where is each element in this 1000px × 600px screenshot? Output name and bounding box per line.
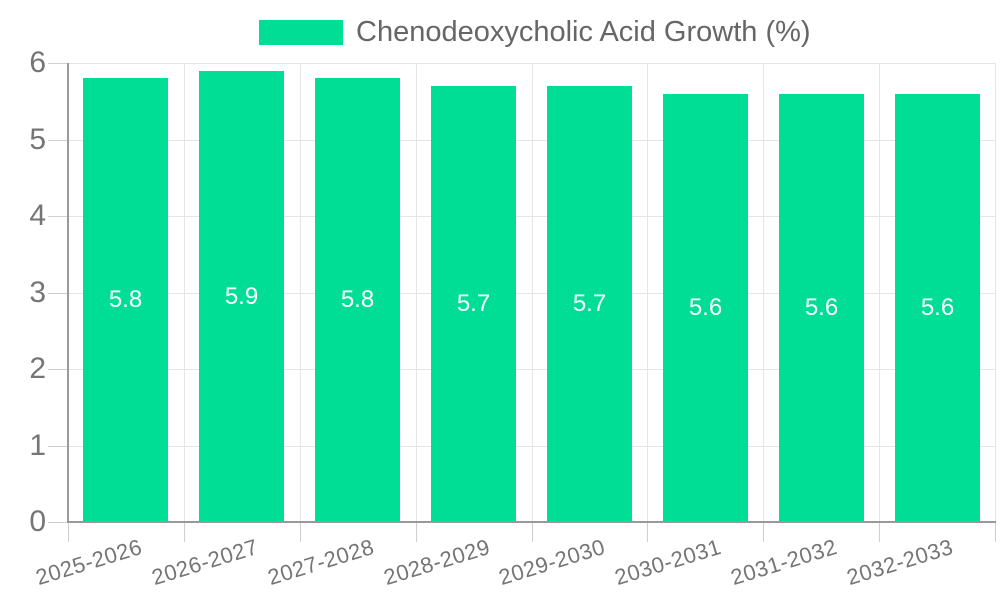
bar-value-label: 5.9 bbox=[224, 282, 259, 310]
bar-value-label: 5.8 bbox=[108, 286, 143, 313]
x-axis-label: 2031-2032 bbox=[728, 534, 841, 590]
gridline-vertical bbox=[995, 63, 996, 522]
y-axis-label: 2 bbox=[29, 352, 46, 385]
x-axis-tick bbox=[879, 522, 880, 542]
x-axis-label: 2028-2029 bbox=[381, 534, 494, 590]
gridline-horizontal bbox=[68, 446, 995, 447]
gridline-horizontal bbox=[68, 63, 995, 64]
x-axis-label: 2027-2028 bbox=[265, 534, 378, 590]
gridline-horizontal bbox=[68, 369, 995, 370]
bar[interactable]: 5.7 bbox=[431, 86, 516, 522]
y-axis-label: 0 bbox=[29, 505, 46, 538]
legend-item[interactable]: Chenodeoxycholic Acid Growth (%) bbox=[259, 16, 811, 49]
x-axis-tick bbox=[416, 522, 417, 542]
x-axis-label: 2030-2031 bbox=[612, 534, 725, 590]
gridline-vertical bbox=[879, 63, 880, 522]
gridline-vertical bbox=[647, 63, 648, 522]
gridline-horizontal bbox=[68, 140, 995, 141]
bar-value-label: 5.7 bbox=[572, 290, 607, 317]
bar-value-label: 5.6 bbox=[920, 294, 955, 321]
bar-value-label: 5.6 bbox=[688, 294, 723, 321]
bar-value-label: 5.6 bbox=[804, 294, 839, 321]
x-axis-tick bbox=[763, 522, 764, 542]
x-axis-tick bbox=[995, 522, 996, 542]
gridline-vertical bbox=[300, 63, 301, 522]
x-axis-label: 2026-2027 bbox=[149, 534, 262, 590]
x-axis-tick bbox=[532, 522, 533, 542]
bar[interactable]: 5.7 bbox=[547, 86, 632, 522]
gridline-horizontal bbox=[68, 216, 995, 217]
x-axis-tick bbox=[68, 522, 69, 542]
y-axis-tick bbox=[48, 446, 67, 447]
bar[interactable]: 5.6 bbox=[779, 94, 864, 522]
gridline-vertical bbox=[416, 63, 417, 522]
y-axis-label: 4 bbox=[29, 199, 46, 232]
bar[interactable]: 5.6 bbox=[895, 94, 980, 522]
y-axis-tick bbox=[48, 293, 67, 294]
x-axis-label: 2029-2030 bbox=[496, 534, 609, 590]
bar[interactable]: 5.8 bbox=[83, 78, 168, 522]
bar[interactable]: 5.6 bbox=[663, 94, 748, 522]
gridline-vertical bbox=[763, 63, 764, 522]
y-axis-label: 1 bbox=[29, 429, 46, 462]
gridline-vertical bbox=[532, 63, 533, 522]
y-axis-tick bbox=[48, 216, 67, 217]
gridline-horizontal bbox=[68, 293, 995, 294]
x-axis-tick bbox=[300, 522, 301, 542]
y-axis-label: 5 bbox=[29, 123, 46, 156]
x-axis-label: 2032-2033 bbox=[844, 534, 957, 590]
x-axis-tick bbox=[184, 522, 185, 542]
legend-label: Chenodeoxycholic Acid Growth (%) bbox=[356, 16, 811, 48]
x-axis-label: 2025-2026 bbox=[33, 534, 146, 590]
legend-swatch bbox=[259, 20, 343, 45]
y-axis-tick bbox=[48, 369, 67, 370]
y-axis-tick bbox=[48, 522, 67, 523]
bar-value-label: 5.8 bbox=[340, 286, 375, 313]
bar-value-label: 5.7 bbox=[456, 290, 491, 317]
x-axis-tick bbox=[647, 522, 648, 542]
y-axis-line bbox=[67, 63, 69, 523]
y-axis-label: 3 bbox=[29, 276, 46, 309]
bar[interactable]: 5.8 bbox=[315, 78, 400, 522]
y-axis-label: 6 bbox=[29, 46, 46, 79]
gridline-vertical bbox=[184, 63, 185, 522]
y-axis-tick bbox=[48, 140, 67, 141]
x-axis-line bbox=[67, 521, 996, 523]
y-axis-tick bbox=[48, 63, 67, 64]
bar[interactable]: 5.9 bbox=[199, 71, 284, 522]
